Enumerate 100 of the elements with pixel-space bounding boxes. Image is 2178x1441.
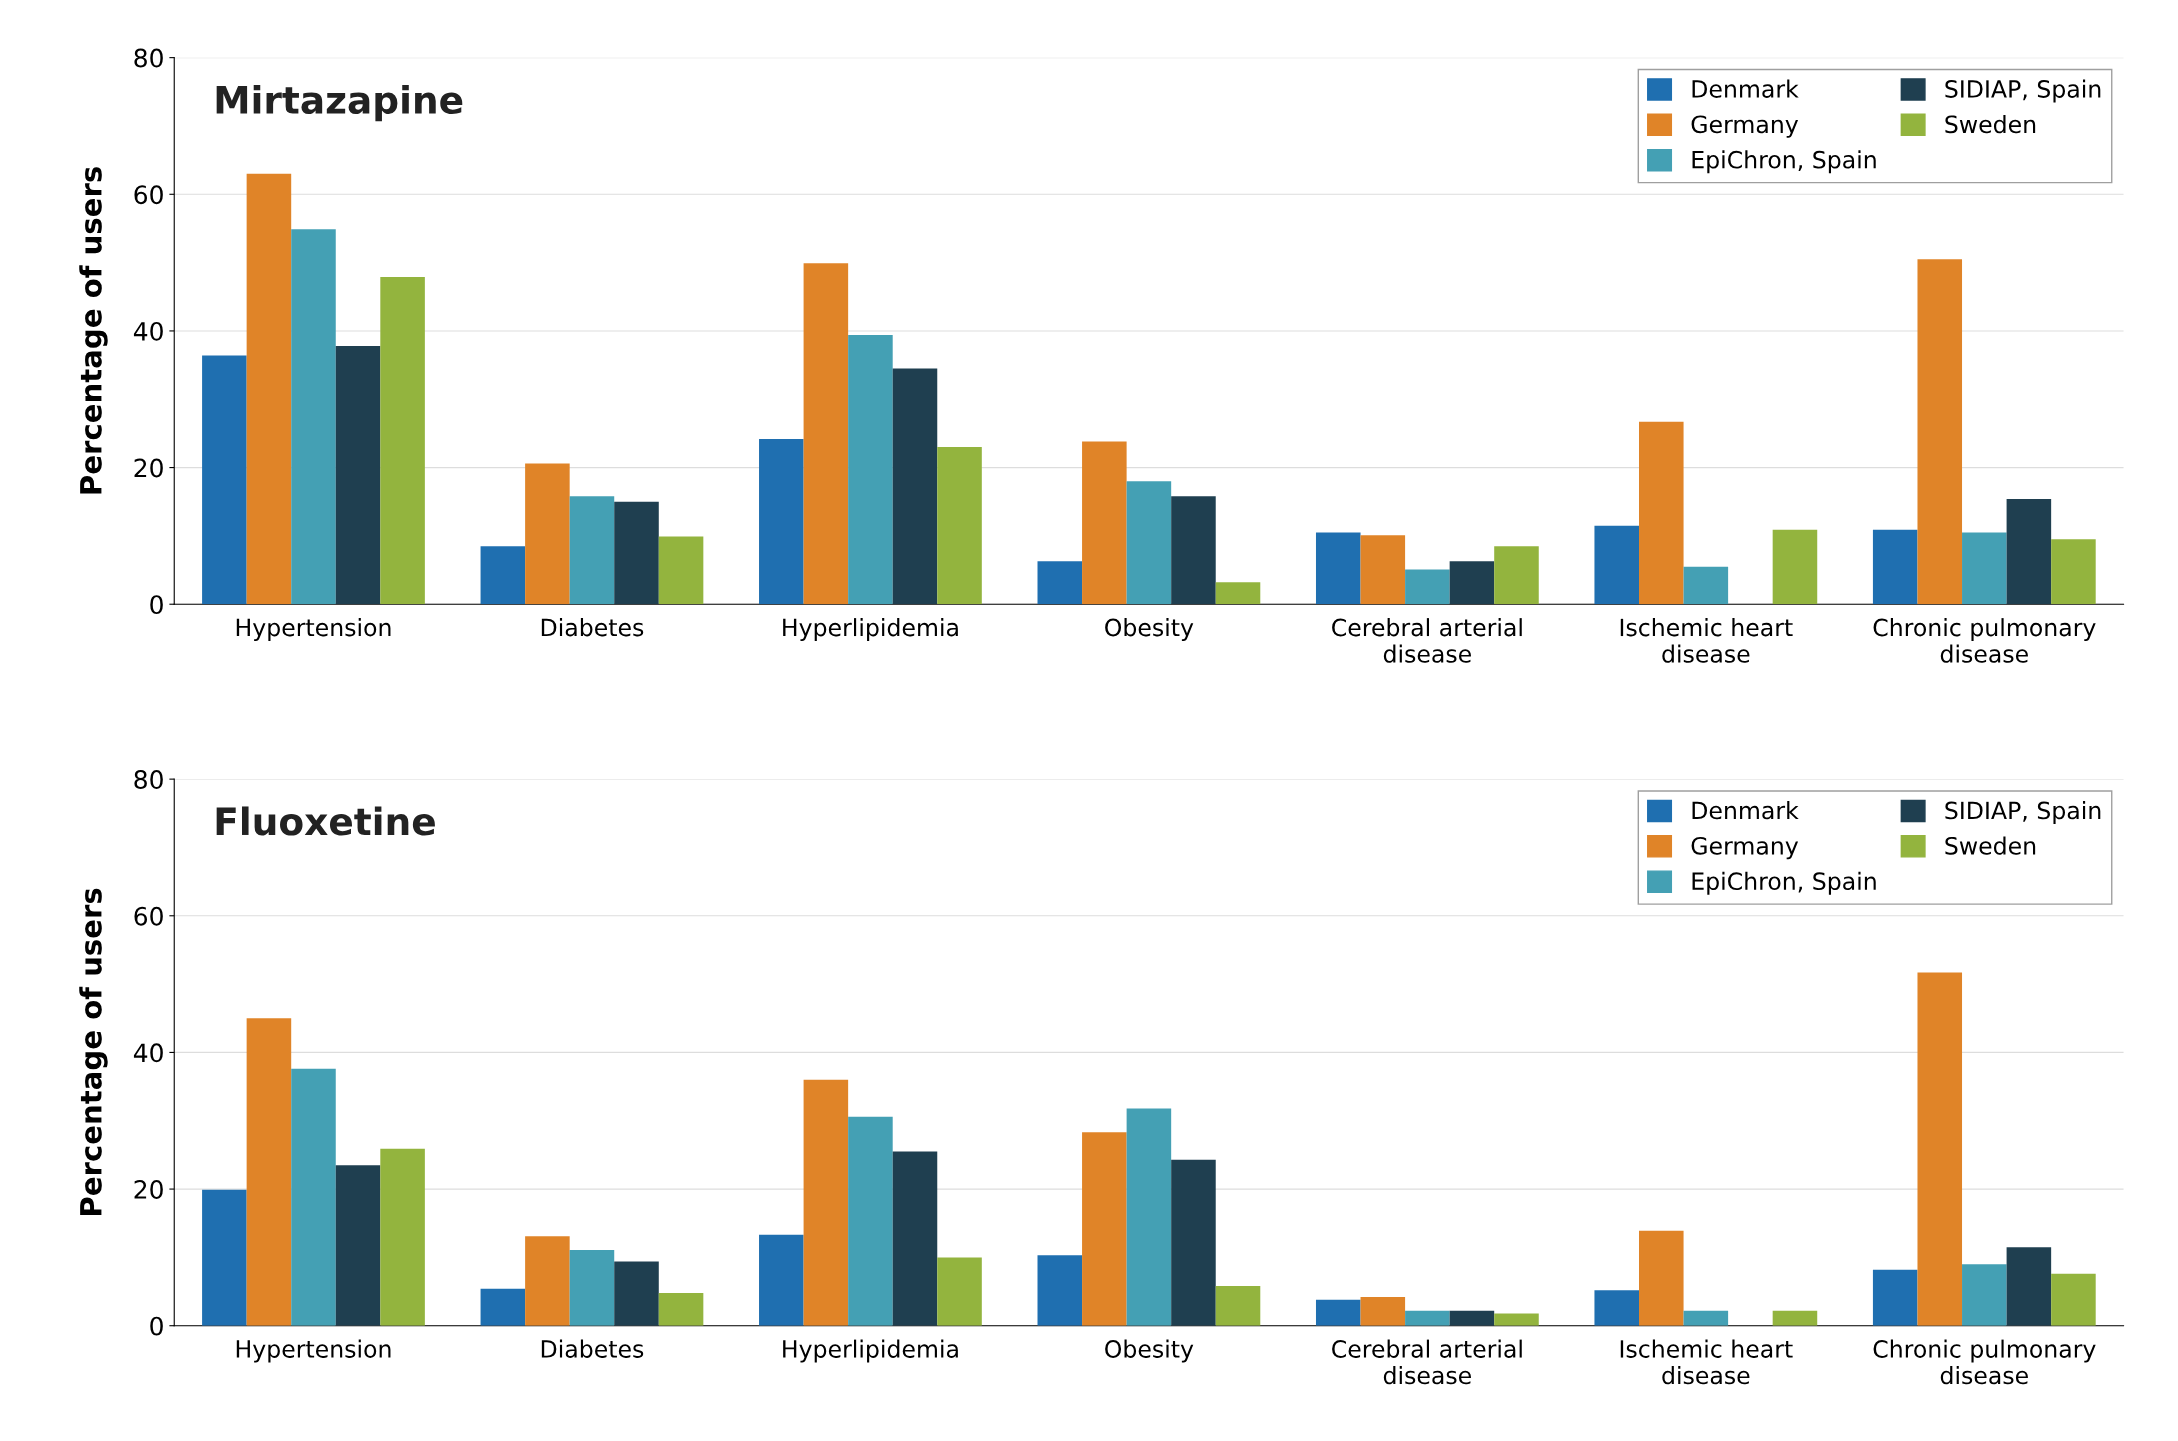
- bar: [848, 335, 893, 605]
- bar: [335, 345, 381, 605]
- x-tick-label: Diabetes: [541, 618, 644, 637]
- bar: [2051, 1273, 2096, 1326]
- bar: [246, 173, 292, 605]
- x-tick-label: Hypertension: [236, 618, 391, 641]
- y-tick-label: 60: [134, 185, 163, 205]
- bar: [569, 1249, 615, 1326]
- bar: [1962, 532, 2007, 605]
- bar: [1449, 1310, 1495, 1326]
- bar: [1126, 1108, 1172, 1326]
- bar: [1872, 1269, 1918, 1326]
- x-tick-label: Diabetes: [541, 1339, 644, 1358]
- bar: [380, 1148, 425, 1326]
- x-tick-label: Chronic pulmonary disease: [1873, 618, 2096, 663]
- legend-label: SIDIAP, Spain: [1945, 79, 2101, 103]
- bar: [335, 1165, 381, 1326]
- text: Mirtazapine: [216, 84, 463, 122]
- bar: [2051, 539, 2096, 605]
- bar: [291, 229, 336, 605]
- legend-label: EpiChron, Spain: [1692, 871, 1876, 895]
- legend-label: Denmark: [1692, 801, 1799, 820]
- bar: [658, 1292, 704, 1326]
- bar: [1171, 1159, 1216, 1326]
- x-tick-label: Obesity: [1105, 618, 1194, 641]
- bar: [848, 1116, 893, 1326]
- bar: [892, 368, 938, 605]
- bar: [614, 501, 659, 605]
- bar: [937, 1257, 982, 1326]
- bar: [614, 1261, 659, 1326]
- bar: [1126, 481, 1172, 605]
- y-tick-label: 20: [134, 458, 163, 478]
- bar: [1171, 496, 1216, 605]
- bar: [480, 546, 526, 605]
- bar: [2006, 1247, 2052, 1326]
- x-tick-label: Chronic pulmonary disease: [1873, 1339, 2096, 1385]
- legend-label: Germany: [1691, 836, 1799, 860]
- x-tick-label: Hypertension: [236, 1339, 391, 1363]
- bar: [1494, 1313, 1539, 1326]
- legend-label: Germany: [1691, 115, 1799, 138]
- y-tick-label: 80: [134, 48, 163, 68]
- bar: [480, 1288, 526, 1326]
- x-tick-label: Ischemic heart disease: [1620, 1339, 1793, 1385]
- bar: [759, 1234, 804, 1326]
- bar: [1639, 421, 1684, 605]
- bar: [525, 1236, 570, 1326]
- bar: [291, 1068, 336, 1326]
- bar: [1082, 1132, 1127, 1326]
- bar: [803, 1079, 849, 1326]
- bar: [1315, 532, 1361, 605]
- y-tick-label: 0: [150, 1316, 163, 1336]
- bar: [1683, 566, 1729, 605]
- y-tick-label: 20: [134, 1180, 163, 1199]
- legend-label: Sweden: [1945, 114, 2036, 134]
- y-tick-label: 60: [134, 906, 163, 926]
- bar: [1872, 529, 1918, 605]
- bar: [1360, 1297, 1406, 1326]
- bar: [1917, 972, 1963, 1326]
- x-tick-label: Obesity: [1105, 1339, 1194, 1363]
- bar: [1449, 561, 1495, 605]
- bar: [1315, 1299, 1361, 1326]
- bar: [1683, 1310, 1729, 1326]
- x-tick-label: Ischemic heart disease: [1620, 618, 1793, 663]
- y-tick-label: 0: [150, 595, 163, 615]
- bar: [202, 1189, 247, 1326]
- x-tick-label: Hyperlipidemia: [783, 1339, 958, 1363]
- bar: [1917, 259, 1963, 605]
- bar: [759, 438, 804, 605]
- bar: [1082, 441, 1127, 605]
- y-axis-title: Percentage of users: [79, 167, 108, 494]
- bar: [2006, 499, 2052, 605]
- bar: [1594, 1290, 1640, 1326]
- bar: [1037, 561, 1083, 605]
- bar: [937, 447, 982, 605]
- bar: [246, 1018, 292, 1326]
- bar: [525, 463, 570, 605]
- y-axis-title: Percentage of users: [79, 888, 108, 1215]
- y-tick-label: 40: [133, 321, 163, 341]
- bar: [380, 276, 425, 605]
- x-tick-label: Cerebral arterial disease: [1332, 618, 1522, 663]
- legend-label: Denmark: [1692, 79, 1799, 98]
- bar: [892, 1151, 938, 1326]
- bar: [1405, 569, 1450, 605]
- bar: [803, 263, 849, 605]
- y-tick-label: 40: [133, 1043, 163, 1063]
- bar: [1494, 546, 1539, 605]
- legend-label: EpiChron, Spain: [1692, 150, 1876, 174]
- bar: [1962, 1264, 2007, 1326]
- bar: [569, 496, 615, 605]
- x-tick-label: Hyperlipidemia: [783, 618, 958, 641]
- bar: [1215, 1286, 1261, 1326]
- x-tick-label: Cerebral arterial disease: [1332, 1339, 1522, 1385]
- bar: [1360, 535, 1406, 605]
- y-tick-label: 80: [134, 770, 163, 789]
- bar: [1772, 1310, 1818, 1326]
- text: Fluoxetine: [216, 806, 435, 836]
- bar: [1772, 529, 1818, 605]
- legend-label: Sweden: [1945, 836, 2036, 855]
- bar: [202, 355, 247, 605]
- legend-label: SIDIAP, Spain: [1945, 801, 2101, 824]
